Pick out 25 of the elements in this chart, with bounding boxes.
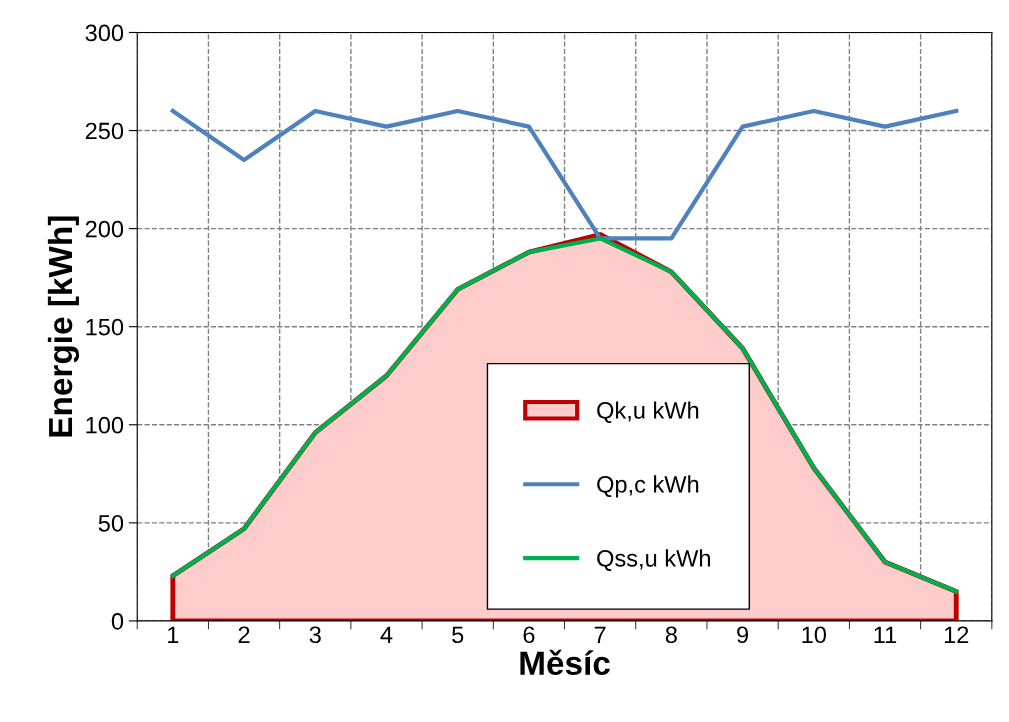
x-tick-label: 9	[737, 626, 749, 644]
y-axis-title: Energie [kWh]	[47, 216, 80, 437]
x-tick-label: 4	[380, 626, 393, 643]
x-tick-label: 3	[309, 626, 321, 644]
y-tick-label: 200	[85, 220, 124, 238]
x-axis-title: Měsíc	[520, 649, 610, 676]
y-tick-label: 250	[85, 122, 124, 140]
legend-label: Qk,u kWh	[597, 401, 699, 423]
x-tick-label: 6	[523, 626, 535, 644]
y-tick-label: 0	[111, 612, 124, 630]
x-tick-label: 5	[452, 626, 464, 644]
legend-label: Qp,c kWh	[597, 475, 699, 498]
x-tick-label: 10	[802, 626, 827, 644]
x-tick-label: 1	[168, 626, 179, 643]
x-tick-label: 8	[665, 626, 677, 644]
x-tick-label: 7	[594, 626, 606, 643]
y-tick-label: 300	[85, 24, 124, 42]
legend-label: Qss,u kWh	[597, 549, 710, 571]
x-tick-label: 11	[874, 626, 897, 643]
x-tick-label: 2	[238, 626, 250, 643]
line-series	[170, 108, 959, 241]
y-tick-label: 50	[98, 514, 124, 532]
y-tick-label: 100	[86, 416, 124, 434]
y-tick-label: 150	[86, 318, 124, 336]
x-tick-label: 12	[944, 626, 969, 643]
